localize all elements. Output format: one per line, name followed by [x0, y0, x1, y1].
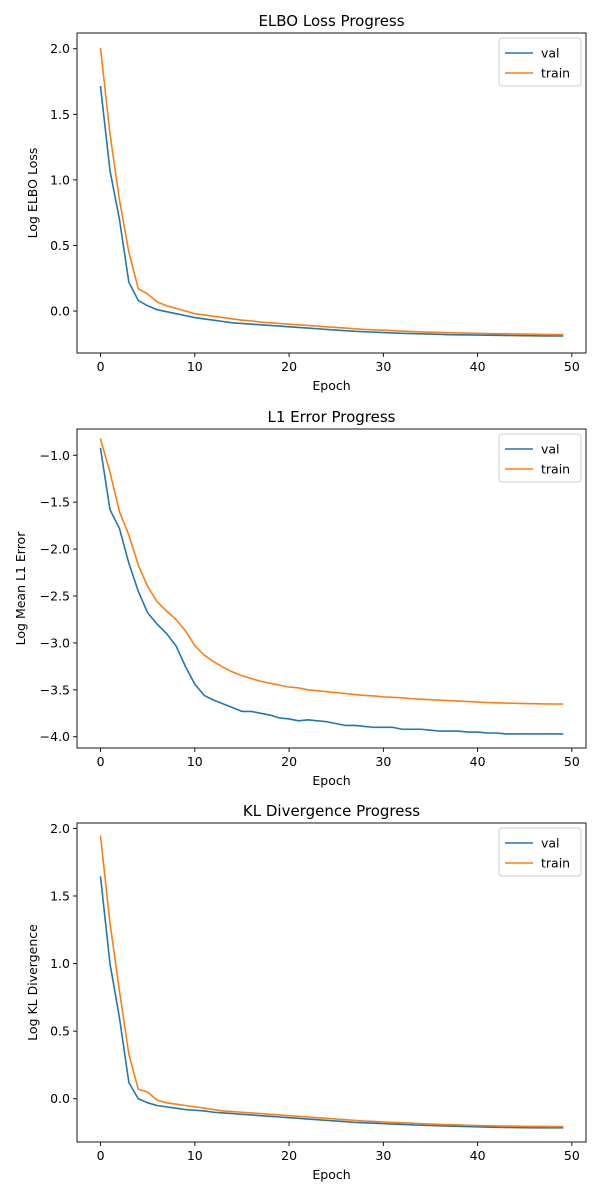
x-tick-label: 10 — [187, 754, 203, 769]
series-line-train — [99, 438, 564, 705]
x-tick-label: 30 — [375, 754, 391, 769]
y-tick-label: 0.0 — [50, 1091, 70, 1106]
series-line-val — [99, 447, 564, 735]
legend: val train — [498, 37, 582, 87]
y-tick-label: 1.5 — [50, 107, 70, 122]
x-axis-label: Epoch — [312, 1167, 350, 1182]
y-tick-label: −2.5 — [40, 589, 70, 604]
legend-label-val: val — [541, 836, 560, 851]
series-line-val — [99, 85, 564, 337]
y-tick-label: −2.0 — [40, 542, 70, 557]
x-tick-label: 30 — [375, 359, 391, 374]
chart-panel: 0 10 20 30 40 50 0.0 0.5 1.0 1.5 2.0 KL Divergence … — [25, 802, 587, 1182]
plot-frame — [76, 822, 587, 1143]
legend-label-val: val — [541, 442, 560, 457]
chart-title: KL Divergence Progress — [243, 802, 420, 820]
y-tick-label: 2.0 — [50, 821, 70, 836]
y-tick-label: 0.0 — [50, 304, 70, 319]
x-tick-label: 0 — [97, 1148, 105, 1163]
y-axis-label: Log KL Divergence — [25, 924, 40, 1041]
y-tick-label: 0.5 — [50, 1024, 70, 1039]
series-line-train — [99, 835, 564, 1128]
series-line-train — [99, 47, 564, 336]
x-tick-label: 30 — [375, 1148, 391, 1163]
x-tick-label: 0 — [97, 754, 105, 769]
x-tick-label: 20 — [281, 1148, 297, 1163]
legend-label-val: val — [541, 46, 560, 61]
y-tick-label: 1.0 — [50, 956, 70, 971]
legend-label-train: train — [541, 462, 570, 477]
x-tick-label: 50 — [564, 1148, 580, 1163]
x-tick-label: 40 — [470, 1148, 486, 1163]
legend-box — [498, 433, 582, 483]
x-tick-label: 10 — [187, 1148, 203, 1163]
chart-panel: 0 10 20 30 40 50 −4.0 −3.5 −3.0 −2.5 −2.0 −1.5 −1.0 L… — [13, 408, 587, 788]
y-tick-label: 1.0 — [50, 172, 70, 187]
chart-panel: 0 10 20 30 40 50 0.0 0.5 1.0 1.5 2.0 ELBO Loss Prog… — [25, 12, 587, 393]
y-tick-label: 2.0 — [50, 41, 70, 56]
x-tick-label: 40 — [470, 754, 486, 769]
x-axis-label: Epoch — [312, 773, 350, 788]
y-tick-label: −3.5 — [40, 682, 70, 697]
chart-title: L1 Error Progress — [267, 408, 395, 426]
x-tick-label: 10 — [187, 359, 203, 374]
x-tick-label: 50 — [564, 754, 580, 769]
series-line-val — [99, 876, 564, 1129]
y-tick-label: 0.5 — [50, 238, 70, 253]
chart-title: ELBO Loss Progress — [258, 12, 404, 30]
x-tick-label: 50 — [564, 359, 580, 374]
y-tick-label: 1.5 — [50, 888, 70, 903]
y-tick-label: −3.0 — [40, 635, 70, 650]
legend-box — [498, 37, 582, 87]
legend: val train — [498, 433, 582, 483]
y-tick-label: −4.0 — [40, 729, 70, 744]
x-tick-label: 40 — [470, 359, 486, 374]
y-tick-label: −1.5 — [40, 495, 70, 510]
y-tick-label: −1.0 — [40, 448, 70, 463]
legend: val train — [498, 827, 582, 877]
legend-box — [498, 827, 582, 877]
legend-label-train: train — [541, 856, 570, 871]
plot-frame — [76, 428, 587, 749]
legend-label-train: train — [541, 66, 570, 81]
y-axis-label: Log Mean L1 Error — [13, 531, 28, 646]
x-axis-label: Epoch — [312, 378, 350, 393]
y-axis-label: Log ELBO Loss — [25, 148, 40, 239]
plot-frame — [76, 32, 587, 354]
x-tick-label: 0 — [97, 359, 105, 374]
x-tick-label: 20 — [281, 754, 297, 769]
x-tick-label: 20 — [281, 359, 297, 374]
